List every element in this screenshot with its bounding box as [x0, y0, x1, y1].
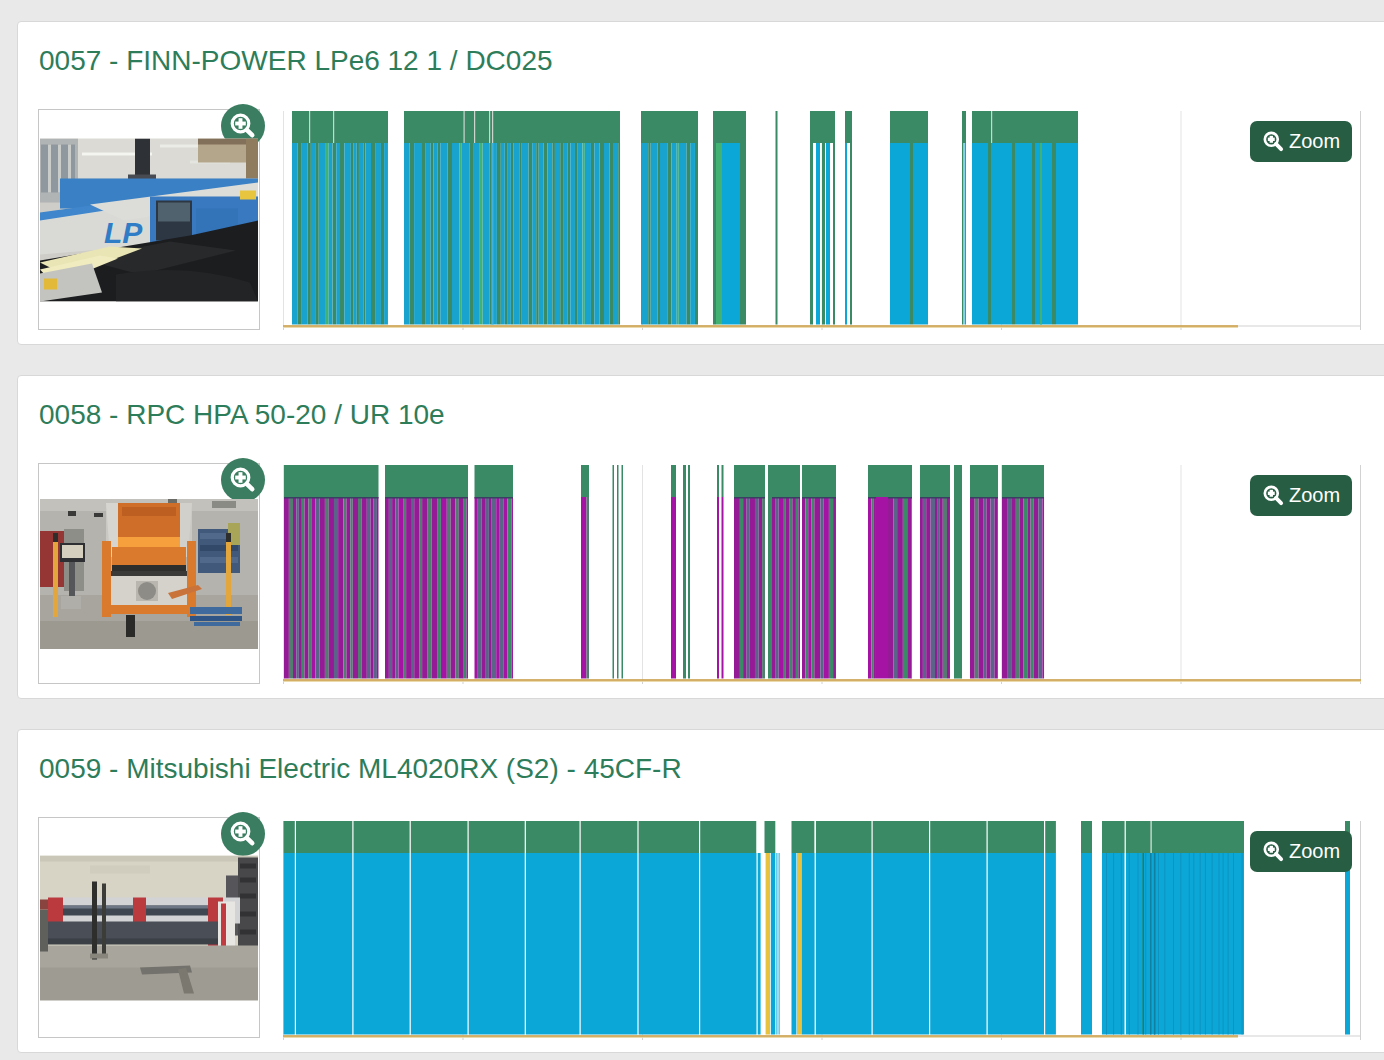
svg-text:LP: LP: [104, 215, 143, 248]
